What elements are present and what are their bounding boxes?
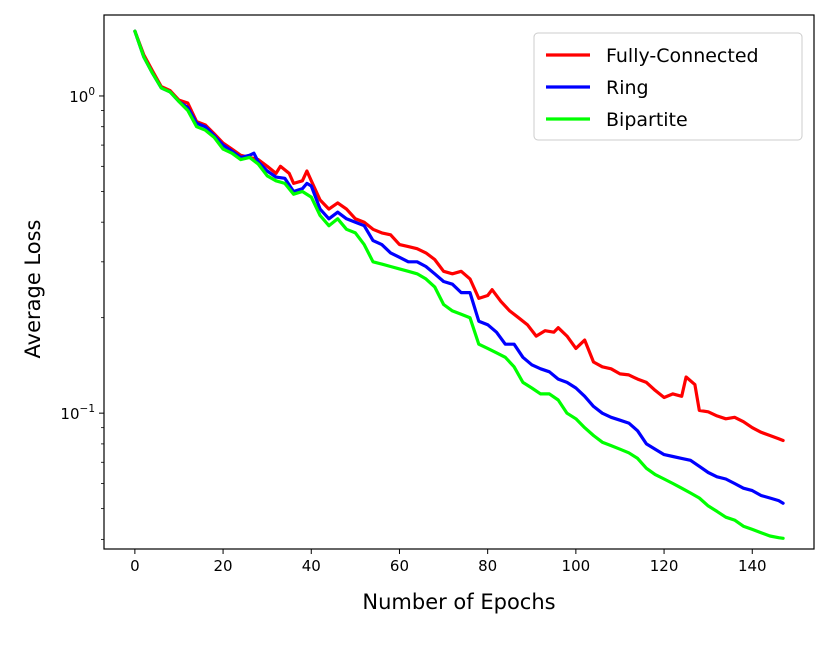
x-tick-label: 60 [390,557,409,575]
x-tick-label: 100 [562,557,591,575]
y-axis-label: Average Loss [21,220,45,359]
legend-label-1: Ring [606,77,649,99]
x-tick-label: 120 [650,557,679,575]
legend-label-2: Bipartite [606,109,688,131]
legend-label-0: Fully-Connected [606,45,759,67]
x-tick-label: 80 [478,557,497,575]
x-tick-label: 40 [302,557,321,575]
series-line-2 [133,29,785,540]
series-layer [133,29,785,540]
x-tick-label: 0 [130,557,140,575]
y-axis-ticks: 100 10−1 [60,86,104,540]
x-axis-ticks: 0 20 40 60 80 100 120 140 [130,549,767,575]
y-tick-label: 100 [69,86,95,106]
series-line-1 [133,29,785,505]
y-tick-label: 10−1 [60,403,95,423]
x-axis-label: Number of Epochs [362,590,555,614]
legend: Fully-Connected Ring Bipartite [533,32,803,141]
x-tick-label: 20 [214,557,233,575]
x-tick-label: 140 [738,557,767,575]
legend-frame [533,32,803,141]
